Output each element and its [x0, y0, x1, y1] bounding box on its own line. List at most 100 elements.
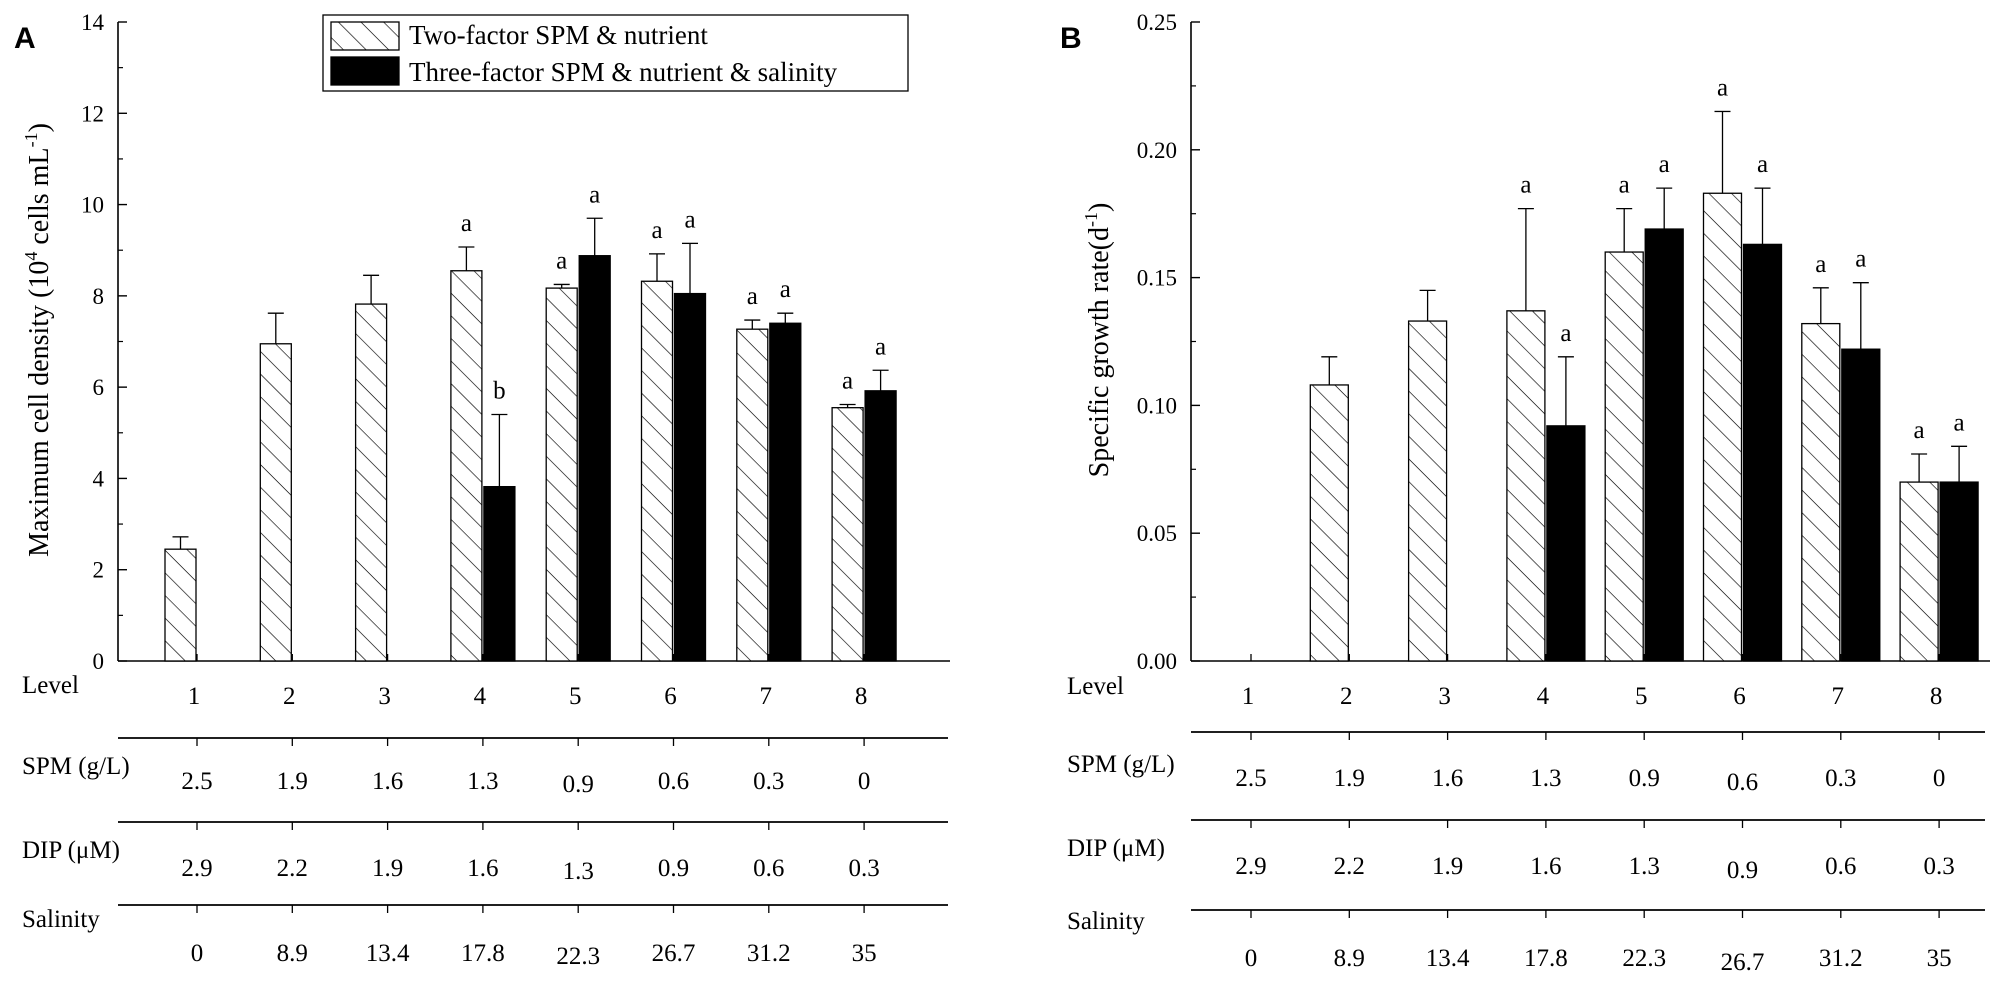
- significance-label: a: [1520, 172, 1531, 199]
- legend-frame: [322, 14, 909, 92]
- table-cell: 1.6: [467, 855, 498, 882]
- table-cell: 6: [1733, 683, 1746, 710]
- bar-three-factor: [673, 292, 707, 662]
- table-cell: 0.3: [1825, 765, 1856, 792]
- bar-two-factor: [1506, 310, 1546, 662]
- table-cell: 26.7: [1721, 949, 1765, 976]
- table-cell: 17.8: [1524, 945, 1568, 972]
- table-cell: 22.3: [1622, 945, 1666, 972]
- y-tick-label: 2: [93, 558, 105, 583]
- significance-label: a: [842, 367, 853, 394]
- table-cell: 1.9: [277, 768, 308, 795]
- bar-three-factor: [483, 485, 516, 662]
- table-row-label: DIP (μM): [22, 837, 120, 864]
- legend-swatch-three-factor: [330, 56, 400, 86]
- table-cell: 2: [1340, 683, 1353, 710]
- y-axis-label: Specific growth rate(d-1): [1081, 203, 1115, 478]
- table-cell: 1.6: [372, 768, 403, 795]
- table-cell: 8: [1930, 683, 1943, 710]
- table-cell: 0.6: [1825, 853, 1856, 880]
- bar-two-factor: [640, 280, 674, 662]
- table-row-label: SPM (g/L): [1067, 751, 1175, 778]
- significance-label: a: [1659, 151, 1670, 178]
- table-cell: 6: [664, 683, 677, 710]
- table-cell: 17.8: [461, 940, 505, 967]
- bar-two-factor: [259, 343, 292, 662]
- y-tick-label: 10: [81, 193, 104, 218]
- bar-three-factor: [1742, 243, 1783, 662]
- table-cell: 0: [191, 940, 204, 967]
- table-cell: 2.2: [1334, 853, 1365, 880]
- table-cell: 35: [1927, 945, 1952, 972]
- legend-swatch-two-factor: [330, 21, 400, 51]
- y-tick-label: 12: [81, 101, 104, 126]
- table-cell: 1.6: [1530, 853, 1561, 880]
- bar-two-factor: [164, 548, 197, 662]
- panel-b: 0.00 0.05 0.10 0.15 0.20 0.25 Specific growth …: [1081, 10, 1990, 674]
- bar-three-factor: [1546, 425, 1586, 662]
- y-tick-label: 0: [93, 649, 105, 674]
- significance-label: a: [556, 247, 567, 274]
- panel-label-b: B: [1060, 22, 1082, 55]
- y-tick-label: 0.20: [1137, 138, 1177, 163]
- table-cell: 22.3: [556, 943, 600, 970]
- significance-label: a: [1560, 320, 1571, 347]
- bar-three-factor: [769, 322, 802, 662]
- significance-label: a: [1619, 172, 1630, 199]
- table-cell: 7: [760, 683, 773, 710]
- table-cell: 1.3: [1629, 853, 1660, 880]
- table-cell: 1.9: [1334, 765, 1365, 792]
- table-cell: 2.9: [181, 855, 212, 882]
- bar-three-factor: [1841, 348, 1881, 662]
- table-cell: 8: [855, 683, 868, 710]
- table-cell: 3: [378, 683, 391, 710]
- table-cell: 0.6: [1727, 769, 1758, 796]
- bar-two-factor: [1899, 481, 1939, 662]
- table-cell: 4: [1537, 683, 1550, 710]
- table-cell: 0.6: [658, 768, 689, 795]
- bar-two-factor: [450, 270, 483, 662]
- table-cell: 0: [1933, 765, 1946, 792]
- y-tick-label: 4: [93, 466, 105, 491]
- panel-label-a: A: [14, 22, 36, 55]
- table-row-label: SPM (g/L): [22, 753, 130, 780]
- bar-two-factor: [831, 407, 864, 662]
- table-cell: 2.5: [1235, 765, 1266, 792]
- y-tick-label: 0.15: [1137, 266, 1177, 291]
- table-row-label: Salinity: [1067, 908, 1145, 935]
- table-cell: 5: [569, 683, 582, 710]
- table-cell: 0: [1245, 945, 1258, 972]
- bar-two-factor: [1604, 251, 1644, 662]
- table-row-label: Level: [22, 672, 79, 699]
- table-cell: 2.2: [277, 855, 308, 882]
- bar-three-factor: [1644, 228, 1684, 662]
- table-cell: 0: [858, 768, 871, 795]
- table-cell: 13.4: [366, 940, 410, 967]
- table-cell: 31.2: [1819, 945, 1863, 972]
- significance-label: a: [461, 210, 472, 237]
- table-cell: 0.9: [1727, 857, 1758, 884]
- table-cell: 2.9: [1235, 853, 1266, 880]
- legend-label-three-factor: Three-factor SPM & nutrient & salinity: [409, 57, 838, 87]
- bar-two-factor: [545, 287, 578, 662]
- table-cell: 0.6: [753, 855, 784, 882]
- table-cell: 1: [188, 683, 201, 710]
- table-cell: 7: [1832, 683, 1845, 710]
- table-cell: 1.3: [1530, 765, 1561, 792]
- table-cell: 1.6: [1432, 765, 1463, 792]
- y-tick-label: 6: [93, 375, 105, 400]
- significance-label: a: [747, 283, 758, 310]
- bar-two-factor: [354, 303, 388, 662]
- significance-label: a: [1815, 251, 1826, 278]
- y-tick-label: 14: [81, 10, 105, 35]
- table-cell: 1.9: [372, 855, 403, 882]
- significance-label: a: [1757, 151, 1768, 178]
- significance-label: a: [651, 217, 662, 244]
- bar-two-factor: [1309, 384, 1349, 662]
- table-cell: 0.3: [848, 855, 879, 882]
- significance-label: a: [1914, 417, 1925, 444]
- table-cell: 26.7: [652, 940, 696, 967]
- table-cell: 0.3: [1923, 853, 1954, 880]
- table-cell: 35: [852, 940, 877, 967]
- bar-two-factor: [1801, 322, 1841, 662]
